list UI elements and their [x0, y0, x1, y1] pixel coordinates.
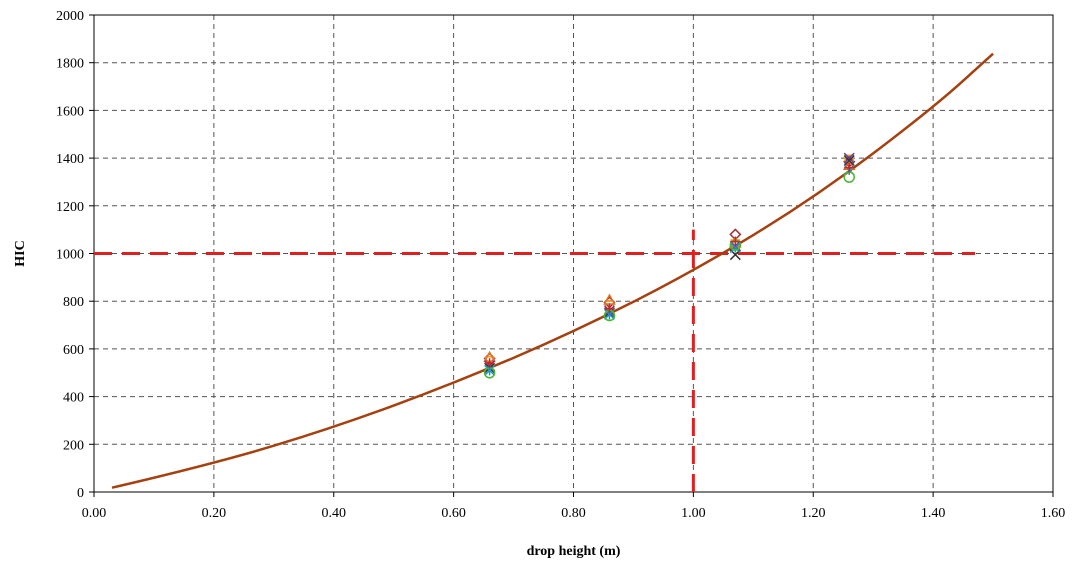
y-axis-title: HIC: [13, 240, 28, 266]
x-tick-label: 0.60: [441, 506, 466, 521]
x-axis-title: drop height (m): [527, 544, 621, 559]
y-tick-label: 2000: [56, 9, 84, 24]
data-points: [483, 152, 856, 379]
x-tick-label: 0.00: [82, 506, 107, 521]
y-tick-labels: 0 200 400 600 800 1000 1200 1400 1600 1800 2000: [56, 9, 94, 501]
y-tick-label: 0: [77, 486, 84, 501]
y-tick-label: 800: [63, 295, 84, 310]
x-tick-label: 0.20: [202, 506, 227, 521]
y-tick-label: 1400: [56, 152, 84, 167]
y-tick-label: 1600: [56, 104, 84, 119]
data-point-plus: [484, 358, 495, 369]
data-point-x: [843, 154, 855, 167]
fit-curve-line: [111, 52, 994, 489]
x-tick-labels: 0.00 0.20 0.40 0.60 0.80 1.00 1.20 1.40 1.60: [82, 492, 1066, 521]
x-tick-label: 0.80: [561, 506, 586, 521]
x-tick-label: 0.40: [322, 506, 347, 521]
data-point-plus: [844, 162, 855, 173]
x-tick-label: 1.20: [801, 506, 826, 521]
x-tick-label: 1.00: [681, 506, 706, 521]
data-point-x: [843, 152, 855, 164]
y-tick-label: 200: [63, 438, 84, 453]
y-tick-label: 1800: [56, 57, 84, 72]
x-tick-label: 1.60: [1041, 506, 1066, 521]
y-tick-label: 1000: [56, 248, 84, 263]
y-tick-label: 400: [63, 391, 84, 406]
data-point-plus: [730, 236, 741, 247]
data-point-plus: [604, 303, 615, 314]
threshold-lines: [94, 229, 976, 492]
x-tick-label: 1.40: [921, 506, 946, 521]
y-tick-label: 600: [63, 343, 84, 358]
y-tick-label: 1200: [56, 200, 84, 215]
data-point-triangle: [603, 293, 616, 305]
fit-curve: [111, 52, 994, 489]
